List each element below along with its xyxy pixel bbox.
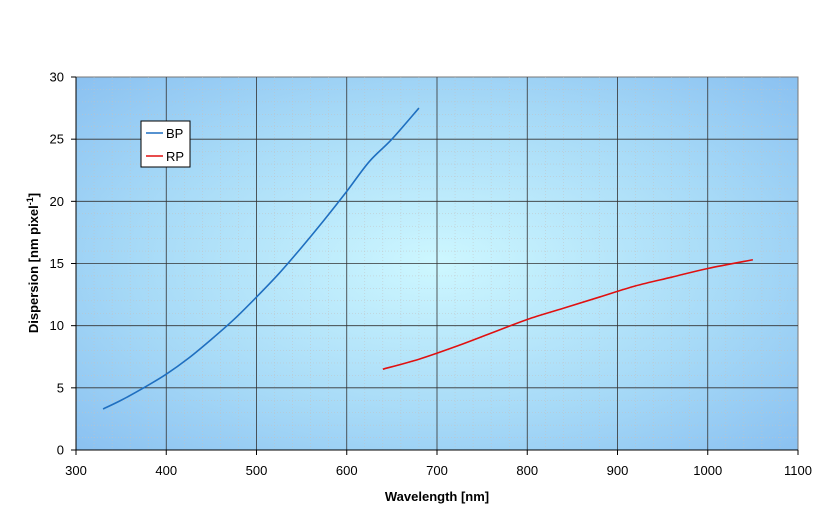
y-axis-label: Dispersion [nm pixel-1]	[25, 193, 41, 333]
y-tick-label: 25	[50, 132, 64, 147]
x-tick-label: 400	[155, 463, 177, 478]
y-axis-label-main: Dispersion [nm pixel	[26, 205, 41, 333]
x-tick-label: 1100	[784, 463, 812, 478]
series-layer	[102, 107, 754, 410]
legend-label-rp: RP	[166, 149, 184, 164]
series-line-bp	[102, 107, 420, 410]
y-tick-label: 5	[57, 380, 64, 395]
x-axis-ticks: 300 400 500 600 700 800 900 1000 1100	[65, 449, 812, 478]
y-axis-label-end: ]	[26, 193, 41, 197]
x-tick-label: 900	[607, 463, 629, 478]
x-tick-label: 800	[516, 463, 538, 478]
legend-label-bp: BP	[166, 126, 183, 141]
x-tick-label: 700	[426, 463, 448, 478]
y-tick-label: 30	[50, 70, 64, 85]
y-axis-ticks: 0 5 10 15 20 25 30	[50, 70, 77, 458]
x-tick-label: 500	[246, 463, 268, 478]
y-tick-label: 15	[50, 256, 64, 271]
x-tick-label: 1000	[693, 463, 722, 478]
series-line-rp	[382, 258, 754, 370]
y-tick-label: 0	[57, 443, 64, 458]
legend-box	[140, 120, 191, 168]
x-tick-label: 600	[336, 463, 358, 478]
legend: BP RP	[140, 120, 191, 168]
x-tick-label: 300	[65, 463, 87, 478]
y-tick-label: 10	[50, 318, 64, 333]
major-grid	[76, 77, 798, 450]
y-tick-label: 20	[50, 194, 64, 209]
y-axis-label-superscript: -1	[25, 197, 35, 205]
x-axis-label: Wavelength [nm]	[385, 489, 489, 504]
